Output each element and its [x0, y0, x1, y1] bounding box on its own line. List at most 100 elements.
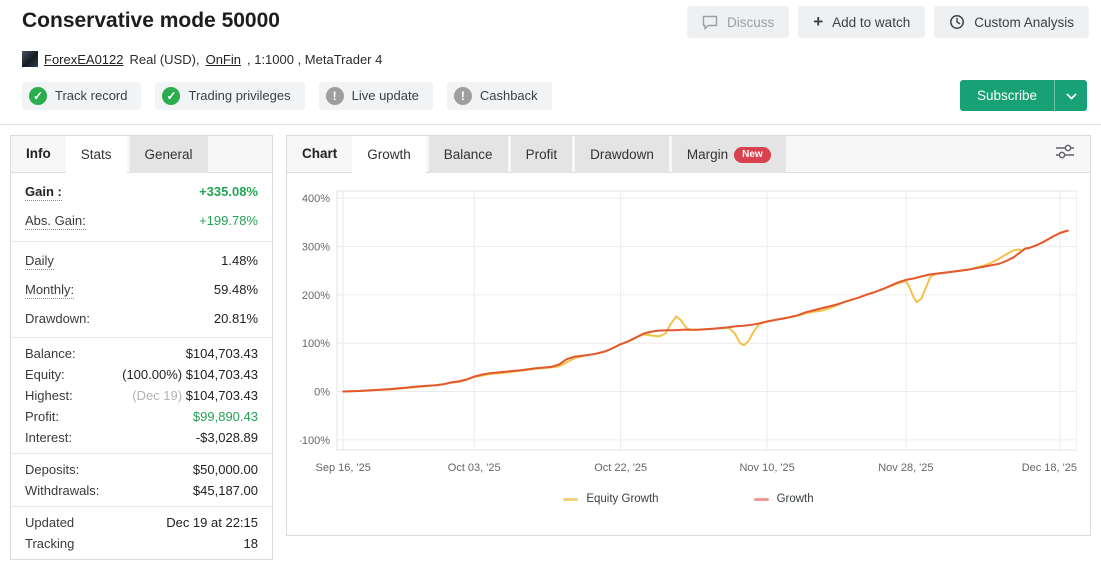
discuss-label: Discuss — [726, 14, 775, 30]
add-to-watch-label: Add to watch — [832, 14, 911, 30]
x-tick-label: Dec 18, '25 — [1022, 462, 1077, 474]
tab-profit[interactable]: Profit — [510, 136, 573, 173]
y-tick-label: -100% — [300, 435, 330, 447]
tab-stats-label: Stats — [80, 147, 112, 162]
account-row: ForexEA0122 Real (USD), OnFin , 1:1000 ,… — [22, 51, 1089, 67]
stat-value: $104,703.43 — [185, 346, 258, 361]
stat-group: Balance: $104,703.43 Equity: (100.00%) $104… — [11, 338, 272, 454]
main-content: Info Stats General Gain : +335.08% Abs. Gai… — [0, 125, 1101, 560]
stat-label: Deposits: — [25, 462, 80, 477]
legend-swatch-equity-growth — [563, 497, 579, 501]
legend-item-equity-growth[interactable]: Equity Growth — [563, 493, 659, 505]
clock-icon — [949, 14, 965, 30]
add-to-watch-button[interactable]: + Add to watch — [798, 6, 926, 38]
tab-drawdown-label: Drawdown — [590, 147, 654, 162]
account-link[interactable]: ForexEA0122 — [44, 51, 124, 67]
chat-bubble-icon — [702, 15, 718, 30]
tab-growth[interactable]: Growth — [352, 136, 426, 173]
y-tick-label: 0% — [314, 387, 330, 399]
tab-margin[interactable]: Margin New — [671, 136, 786, 173]
stat-value: -$3,028.89 — [195, 430, 258, 445]
chart-tabs: Growth Balance Profit Drawdown Margin New — [352, 136, 786, 173]
page-header: Conservative mode 50000 Discuss + Add to… — [0, 0, 1101, 125]
tab-drawdown[interactable]: Drawdown — [575, 136, 669, 173]
legend-label-growth: Growth — [776, 493, 814, 505]
stat-value: 18 — [243, 536, 258, 551]
stat-row-highest: Highest: (Dec 19) $104,703.43 — [11, 385, 272, 406]
stat-label: Withdrawals: — [25, 483, 100, 498]
track-record-badge[interactable]: ✓ Track record — [22, 81, 142, 110]
chart-panel-title: Chart — [302, 146, 338, 161]
stat-label: Monthly: — [25, 282, 75, 299]
trading-privileges-badge[interactable]: ✓ Trading privileges — [155, 81, 305, 110]
track-record-label: Track record — [55, 88, 128, 103]
stat-row-withdrawals: Withdrawals: $45,187.00 — [11, 480, 272, 501]
stat-row-profit: Profit: $99,890.43 — [11, 406, 272, 427]
stat-label: Abs. Gain: — [25, 213, 86, 230]
discuss-button[interactable]: Discuss — [686, 6, 790, 38]
tab-profit-label: Profit — [525, 147, 558, 162]
stat-value: $99,890.43 — [192, 409, 258, 424]
tab-stats[interactable]: Stats — [65, 136, 127, 173]
broker-link[interactable]: OnFin — [205, 51, 241, 67]
stat-row-deposits: Deposits: $50,000.00 — [11, 459, 272, 480]
live-update-label: Live update — [351, 88, 419, 103]
stat-groups: Gain : +335.08% Abs. Gain: +199.78% Daily 1.4… — [11, 173, 272, 559]
legend-item-growth[interactable]: Growth — [753, 493, 814, 505]
check-icon: ✓ — [29, 86, 47, 105]
stat-group: Updated Dec 19 at 22:15 Tracking 18 — [11, 507, 272, 559]
stat-row-balance: Balance: $104,703.43 — [11, 343, 272, 364]
x-tick-label: Nov 10, '25 — [739, 462, 794, 474]
avatar — [22, 51, 38, 67]
stat-row-daily: Daily 1.48% — [11, 247, 272, 276]
plot-border — [336, 190, 1078, 451]
growth-chart: 400% 300% 200% 100% 0% -100% Sep 16, '25 Oct 03… — [298, 190, 1078, 474]
info-icon: ! — [325, 86, 344, 105]
stat-value: 20.81% — [213, 311, 258, 326]
tab-general[interactable]: General — [129, 136, 208, 173]
stat-label: Gain : — [25, 184, 62, 201]
stat-label: Highest: — [25, 388, 73, 403]
series-line-growth — [342, 229, 1069, 393]
stat-value: (100.00%) $104,703.43 — [122, 367, 258, 382]
trading-privileges-label: Trading privileges — [188, 88, 291, 103]
new-badge: New — [734, 146, 771, 163]
stat-note: (Dec 19) — [132, 388, 186, 403]
tab-growth-label: Growth — [367, 147, 411, 162]
header-actions: Discuss + Add to watch Custom Analysis — [686, 6, 1089, 38]
custom-analysis-button[interactable]: Custom Analysis — [934, 6, 1089, 38]
y-tick-label: 100% — [302, 338, 330, 350]
stat-label: Drawdown: — [25, 311, 91, 326]
stat-row-monthly: Monthly: 59.48% — [11, 276, 272, 305]
cashback-badge[interactable]: ! Cashback — [446, 81, 552, 110]
chart-legend: Equity Growth Growth — [300, 493, 1077, 505]
stat-row-updated: Updated Dec 19 at 22:15 — [11, 512, 272, 533]
stat-label: Updated — [25, 515, 75, 530]
stat-label: Equity: — [25, 367, 65, 382]
x-tick-label: Nov 28, '25 — [878, 462, 933, 474]
stat-row-tracking: Tracking 18 — [11, 533, 272, 554]
chart-area: 400% 300% 200% 100% 0% -100% Sep 16, '25 Oct 03… — [287, 173, 1090, 535]
page-title: Conservative mode 50000 — [22, 9, 280, 32]
stat-label: Daily — [25, 253, 54, 270]
chart-panel: Chart Growth Balance Profit Drawdown Margin N… — [286, 135, 1091, 536]
sidebar-header: Info Stats General — [11, 136, 272, 173]
stat-value: 59.48% — [213, 282, 258, 297]
tab-balance[interactable]: Balance — [428, 136, 508, 173]
stat-row-interest: Interest: -$3,028.89 — [11, 427, 272, 448]
check-icon: ✓ — [162, 86, 181, 105]
tab-general-label: General — [144, 147, 193, 162]
stat-row-equity: Equity: (100.00%) $104,703.43 — [11, 364, 272, 385]
stat-value: $45,187.00 — [192, 483, 258, 498]
sidebar-tabs: Stats General — [65, 136, 208, 173]
plus-icon: + — [813, 11, 824, 31]
stat-value: +199.78% — [199, 213, 258, 228]
chart-settings-icon[interactable] — [1040, 143, 1090, 165]
subscribe-button[interactable]: Subscribe — [959, 80, 1054, 111]
live-update-badge[interactable]: ! Live update — [318, 81, 433, 110]
stat-row-gain: Gain : +335.08% — [11, 178, 272, 207]
x-tick-label: Oct 03, '25 — [448, 462, 501, 474]
y-tick-label: 300% — [302, 242, 330, 254]
subscribe-dropdown-button[interactable] — [1054, 80, 1087, 111]
